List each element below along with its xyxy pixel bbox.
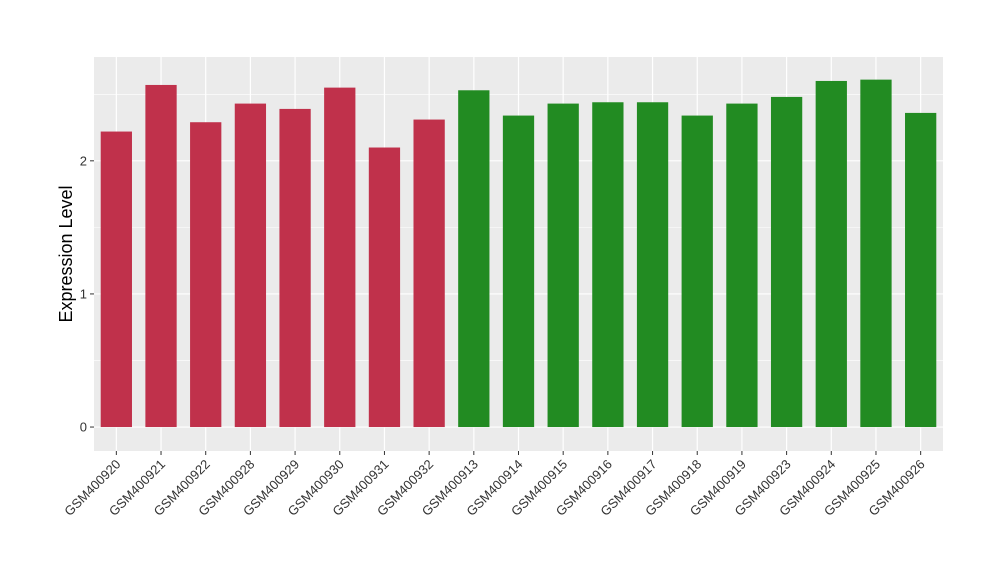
- bar-GSM400917: [636, 102, 669, 428]
- bar-GSM400925: [860, 79, 892, 428]
- bar-GSM400915: [547, 103, 579, 428]
- y-tick-label: 1: [80, 286, 87, 301]
- y-axis-title: Expression Level: [56, 185, 76, 322]
- bar-GSM400926: [905, 112, 937, 428]
- bar-GSM400922: [190, 122, 222, 428]
- bar-GSM400919: [726, 103, 758, 428]
- y-tick-label: 0: [80, 420, 87, 435]
- bar-GSM400920: [100, 131, 132, 428]
- bar-GSM400921: [145, 84, 177, 428]
- bar-GSM400928: [234, 103, 267, 428]
- bars: [100, 79, 937, 428]
- bar-GSM400913: [458, 90, 490, 428]
- y-tick-label: 2: [80, 153, 87, 168]
- bar-GSM400916: [592, 102, 624, 428]
- bar-GSM400924: [815, 80, 847, 428]
- bar-GSM400930: [324, 87, 356, 428]
- bar-GSM400931: [368, 147, 401, 428]
- bar-GSM400923: [770, 96, 803, 428]
- bar-GSM400929: [279, 108, 311, 428]
- bar-GSM400932: [413, 119, 445, 428]
- bar-GSM400914: [502, 115, 535, 428]
- bar-GSM400918: [681, 115, 713, 428]
